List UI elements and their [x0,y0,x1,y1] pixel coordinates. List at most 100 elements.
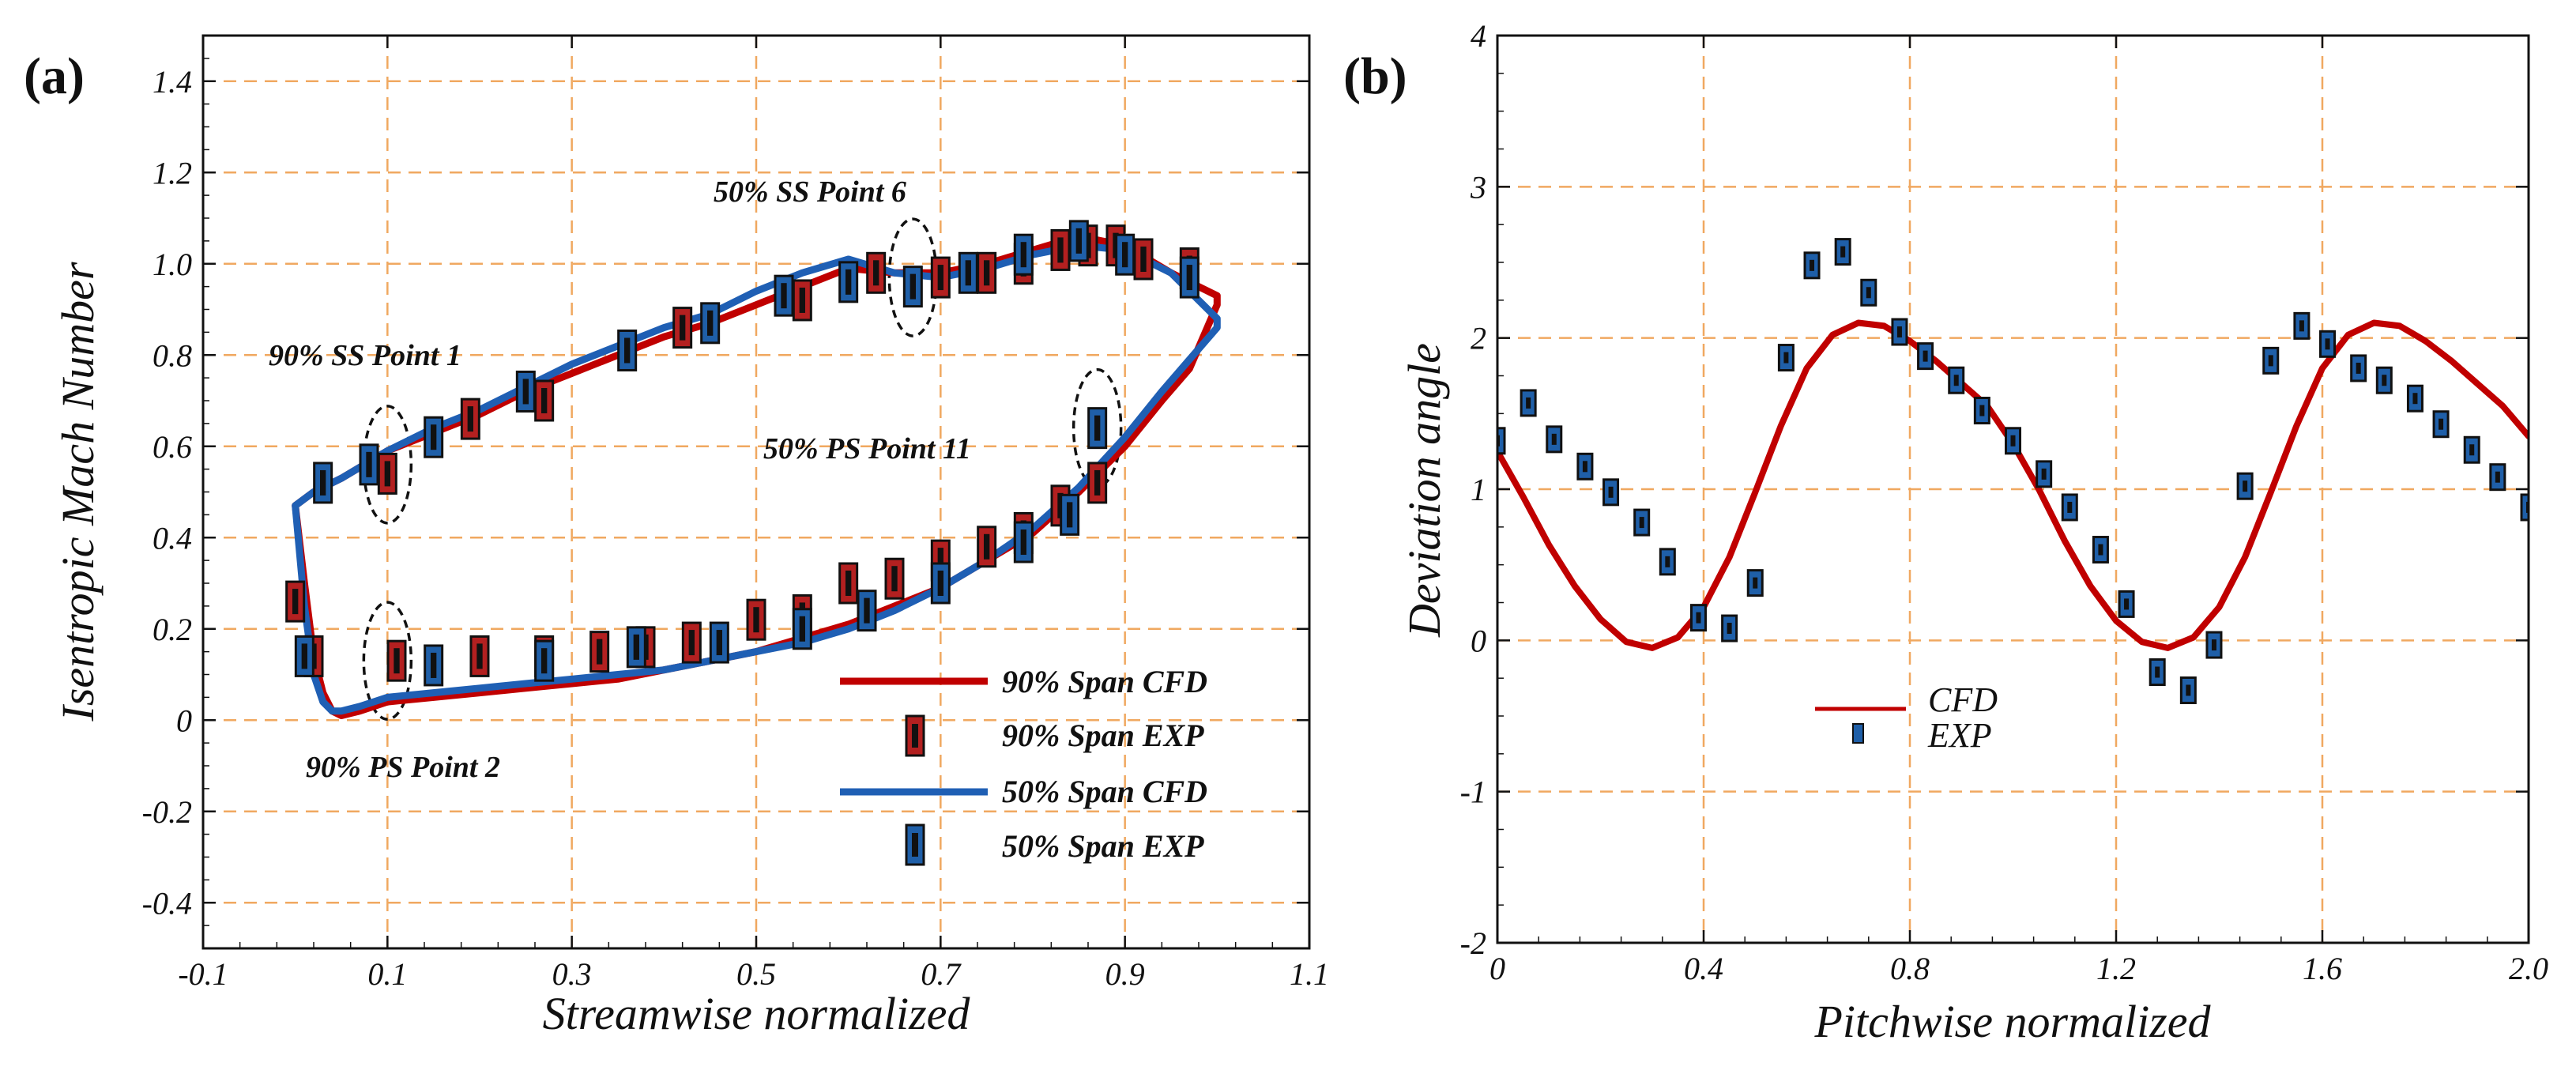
data-point-core-50-span-exp [781,283,787,309]
annotation-50-ss-point-6: 50% SS Point 6 [714,175,906,209]
highlight-ellipse [362,601,413,721]
data-point-core-90-span-exp [292,589,299,615]
data-point-core-exp [1551,433,1557,445]
data-point-core-exp [1753,577,1758,589]
panel-b-frame [1496,34,2530,944]
data-point-core-exp [1953,375,1959,386]
data-point-core-90-span-exp [984,260,990,286]
y-tick-label: 3 [1470,169,1486,205]
data-point-core-exp [2469,444,2475,456]
data-point-exp [2520,493,2529,522]
data-point-core-90-span-exp [394,648,400,674]
series-line-cfd [1497,319,2529,651]
data-point-core-90-span-exp [937,548,943,574]
x-tick-label: -0.1 [178,956,228,992]
data-point-core-90-span-exp [937,265,943,291]
data-point-core-exp [2067,501,2073,513]
data-point-core-50-span-exp [937,571,943,596]
data-point-core-90-span-exp [873,260,879,286]
panel-a-grid [203,36,1309,948]
y-tick-label: 0.2 [153,612,192,647]
data-point-core-exp [1866,287,1871,299]
panel-b-legend: CFD EXP [1815,680,1998,755]
x-tick-label: 0.5 [736,956,776,992]
panel-b-series [1497,238,2529,704]
legend-marker-50-exp-core [912,833,918,857]
data-point-core-exp [1639,517,1644,529]
y-tick-label: 0 [1471,623,1486,658]
data-point-core-50-span-exp [633,634,639,660]
panel-b-label: (b) [1343,47,1407,105]
data-point-core-90-span-exp [984,533,990,560]
data-point-core-exp [1923,350,1928,362]
data-point-core-90-span-exp [891,566,898,592]
data-point-core-exp [1696,612,1701,624]
panel-a-xlabel: Streamwise normalized [543,988,971,1039]
data-point-core-50-span-exp [1020,242,1026,268]
legend-label-50-exp: 50% Span EXP [1002,828,1204,864]
panel-b-ylabel: Deviation angle [1399,343,1450,638]
x-tick-label: 1.6 [2303,951,2342,986]
panel-b: (b) 0 0.4 0.8 1.2 1.6 2.0 -2 -1 0 1 2 3 4 Pitchwise … [1343,18,2548,1047]
y-tick-label: 0.8 [153,337,192,373]
data-point-core-50-span-exp [431,424,437,450]
x-tick-label: 1.2 [2096,951,2136,986]
data-point-core-90-span-exp [845,571,852,596]
data-point-core-50-span-exp [320,469,326,496]
y-tick-label: 1.2 [153,155,192,190]
data-point-core-exp [2325,338,2330,350]
data-point-core-exp [1810,259,1815,271]
annotation-50-ps-point-11: 50% PS Point 11 [763,432,971,465]
data-point-core-exp [2382,375,2387,386]
x-tick-label: 1.1 [1290,956,1329,992]
y-tick-label: 4 [1471,18,1486,54]
data-point-core-50-span-exp [845,269,852,295]
data-point-core-exp [1582,461,1587,473]
y-tick-label: -0.4 [142,885,192,921]
data-point-core-exp [2124,598,2130,610]
data-point-core-90-span-exp [467,406,473,432]
data-point-core-50-span-exp [624,337,631,364]
data-point-core-exp [2211,639,2216,651]
annotation-90-ss-point-1: 90% SS Point 1 [269,339,461,372]
data-point-core-exp [1526,397,1531,409]
data-point-core-exp [1896,326,1902,338]
data-point-core-50-span-exp [910,273,916,300]
data-point-core-exp [1727,623,1732,635]
data-point-core-50-span-exp [707,310,714,336]
data-point-core-90-span-exp [597,639,603,665]
data-point-core-90-span-exp [680,315,686,341]
y-tick-label: 1.0 [153,247,192,282]
data-point-core-exp [1783,352,1789,364]
y-tick-label: 2 [1471,321,1486,356]
x-tick-label: 0.1 [367,956,407,992]
y-tick-label: 1.4 [153,64,192,100]
data-point-exp [1497,427,1506,455]
data-point-core-exp [2412,393,2418,405]
panel-a-frame [201,34,1311,950]
data-point-core-exp [2098,544,2103,556]
data-point-core-exp [2495,471,2500,483]
data-point-core-50-span-exp [1075,228,1082,254]
data-point-core-exp [2010,435,2016,447]
y-tick-label: 0.4 [153,520,192,556]
x-tick-label: 0.4 [1684,951,1723,986]
data-point-core-exp [2299,320,2304,332]
legend-label-exp: EXP [1927,716,1992,755]
data-point-core-50-span-exp [799,616,805,642]
data-point-core-50-span-exp [1122,242,1128,268]
data-point-core-90-span-exp [476,643,483,669]
x-tick-label: 2.0 [2509,951,2548,986]
data-point-core-exp [1608,486,1614,498]
data-point-core-50-span-exp [431,652,437,678]
y-tick-label: 0.6 [153,429,192,465]
annotation-90-ps-point-2: 90% PS Point 2 [306,751,500,784]
data-point-core-90-span-exp [688,630,695,656]
data-point-core-50-span-exp [1020,529,1026,556]
data-point-core-exp [2268,355,2273,367]
y-tick-label: 0 [176,703,192,738]
data-point-core-90-span-exp [541,388,548,413]
data-point-core-50-span-exp [301,643,307,669]
legend-marker-exp [1852,723,1864,744]
